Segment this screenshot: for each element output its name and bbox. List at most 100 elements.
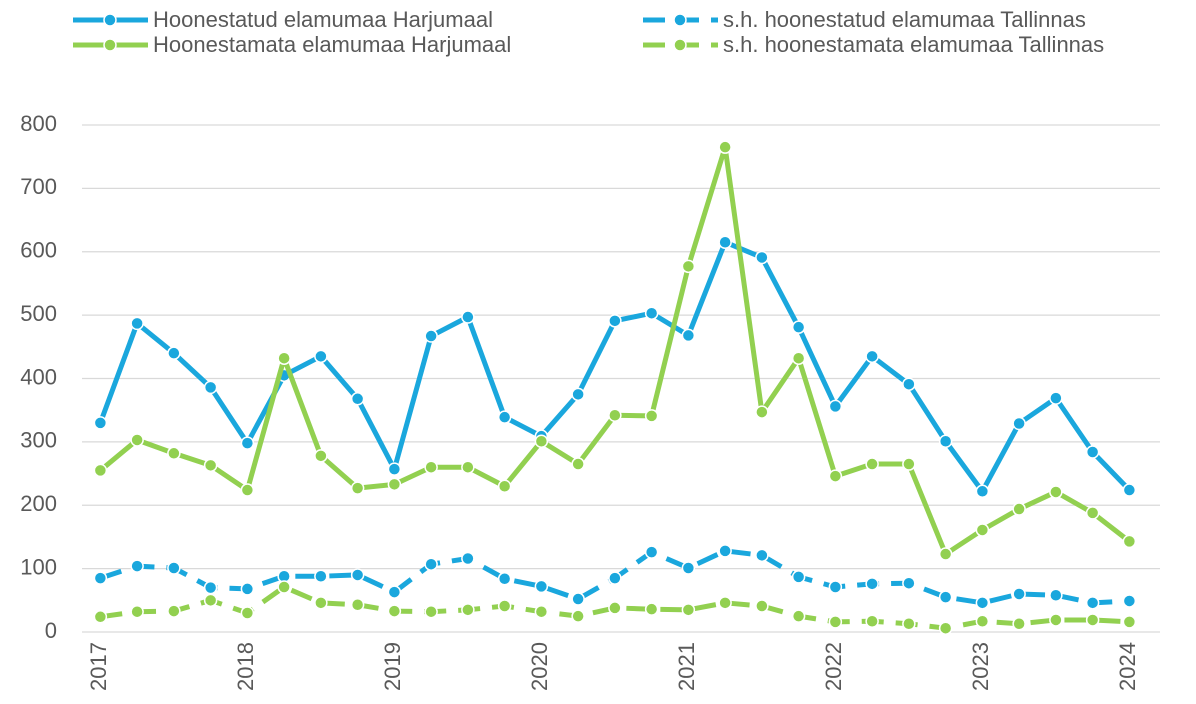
- data-point: [1122, 594, 1137, 608]
- data-point: [644, 409, 659, 423]
- data-point: [571, 457, 585, 471]
- data-point: [350, 568, 365, 582]
- data-point: [975, 523, 990, 537]
- legend-label: s.h. hoonestatud elamumaa Tallinnas: [723, 7, 1086, 32]
- y-tick-label: 500: [20, 301, 57, 326]
- x-tick-label: 2023: [968, 642, 993, 691]
- y-tick-label: 400: [20, 364, 57, 389]
- data-point: [1012, 502, 1026, 516]
- data-point: [791, 320, 806, 334]
- data-point: [865, 349, 879, 364]
- data-point: [167, 561, 181, 575]
- data-point: [240, 606, 255, 620]
- data-point: [718, 235, 732, 249]
- data-point: [1085, 613, 1100, 627]
- data-point: [755, 405, 769, 419]
- data-point: [828, 399, 843, 414]
- data-point: [975, 596, 990, 610]
- data-point: [130, 433, 144, 447]
- data-point: [350, 481, 365, 495]
- legend-label: Hoonestamata elamumaa Harjumaal: [153, 32, 511, 57]
- data-point: [938, 590, 953, 604]
- data-point: [1085, 596, 1100, 610]
- data-point: [608, 601, 622, 615]
- data-point: [130, 559, 144, 573]
- data-point: [277, 351, 291, 365]
- data-point: [865, 577, 879, 591]
- legend-marker: [103, 13, 117, 27]
- series-line: [98, 239, 1132, 494]
- data-point: [1012, 416, 1026, 431]
- data-point: [424, 604, 438, 619]
- y-tick-label: 0: [45, 618, 57, 643]
- y-tick-label: 200: [20, 491, 57, 516]
- data-point: [1085, 506, 1100, 520]
- data-point: [1049, 613, 1063, 627]
- x-tick-label: 2024: [1115, 642, 1140, 691]
- data-point: [791, 609, 806, 623]
- data-point: [497, 479, 512, 493]
- legend-label: s.h. hoonestamata elamumaa Tallinnas: [723, 32, 1104, 57]
- data-point: [130, 604, 144, 619]
- legend-marker: [103, 38, 117, 52]
- data-point: [130, 316, 144, 331]
- data-point: [938, 434, 953, 448]
- data-point: [387, 604, 402, 618]
- data-point: [828, 469, 843, 483]
- data-point: [497, 572, 512, 586]
- data-point: [314, 349, 328, 364]
- data-point: [1122, 615, 1137, 629]
- data-point: [534, 434, 549, 448]
- data-point: [1085, 445, 1100, 459]
- data-point: [203, 458, 218, 473]
- legend-marker: [673, 38, 687, 52]
- y-tick-label: 100: [20, 554, 57, 579]
- data-point: [387, 477, 402, 492]
- data-point: [571, 609, 585, 623]
- series-line: [98, 144, 1131, 557]
- x-tick-label: 2018: [233, 642, 258, 691]
- y-tick-label: 600: [20, 238, 57, 263]
- data-point: [791, 570, 806, 584]
- data-point: [461, 310, 475, 324]
- data-point: [461, 551, 475, 566]
- data-point: [975, 614, 990, 628]
- data-point: [387, 585, 402, 599]
- data-point: [1122, 483, 1137, 497]
- legend-marker: [673, 13, 687, 27]
- data-point: [755, 250, 769, 265]
- data-point: [938, 621, 953, 635]
- data-point: [167, 604, 181, 618]
- data-point: [1049, 391, 1063, 405]
- data-point: [1012, 587, 1026, 601]
- y-tick-label: 300: [20, 428, 57, 453]
- data-point: [497, 410, 512, 424]
- data-point: [975, 484, 990, 499]
- data-point: [902, 377, 916, 391]
- data-point: [240, 483, 255, 497]
- data-point: [93, 610, 108, 624]
- data-point: [791, 351, 806, 365]
- data-point: [277, 580, 291, 594]
- data-point: [902, 576, 916, 590]
- data-point: [902, 617, 916, 631]
- data-point: [534, 579, 549, 594]
- data-point: [314, 596, 328, 610]
- data-point: [644, 545, 659, 559]
- series-line: [100, 584, 1130, 631]
- x-tick-label: 2020: [527, 642, 552, 691]
- data-point: [681, 328, 696, 343]
- data-point: [1122, 534, 1137, 549]
- data-point: [828, 615, 843, 629]
- data-point: [718, 140, 732, 154]
- data-point: [203, 593, 218, 608]
- x-tick-label: 2021: [674, 642, 699, 691]
- legend-label: Hoonestatud elamumaa Harjumaal: [153, 7, 493, 32]
- data-point: [755, 599, 769, 613]
- data-point: [681, 561, 696, 575]
- data-point: [865, 614, 879, 628]
- data-point: [461, 460, 475, 474]
- data-point: [203, 580, 218, 595]
- data-point: [93, 571, 108, 585]
